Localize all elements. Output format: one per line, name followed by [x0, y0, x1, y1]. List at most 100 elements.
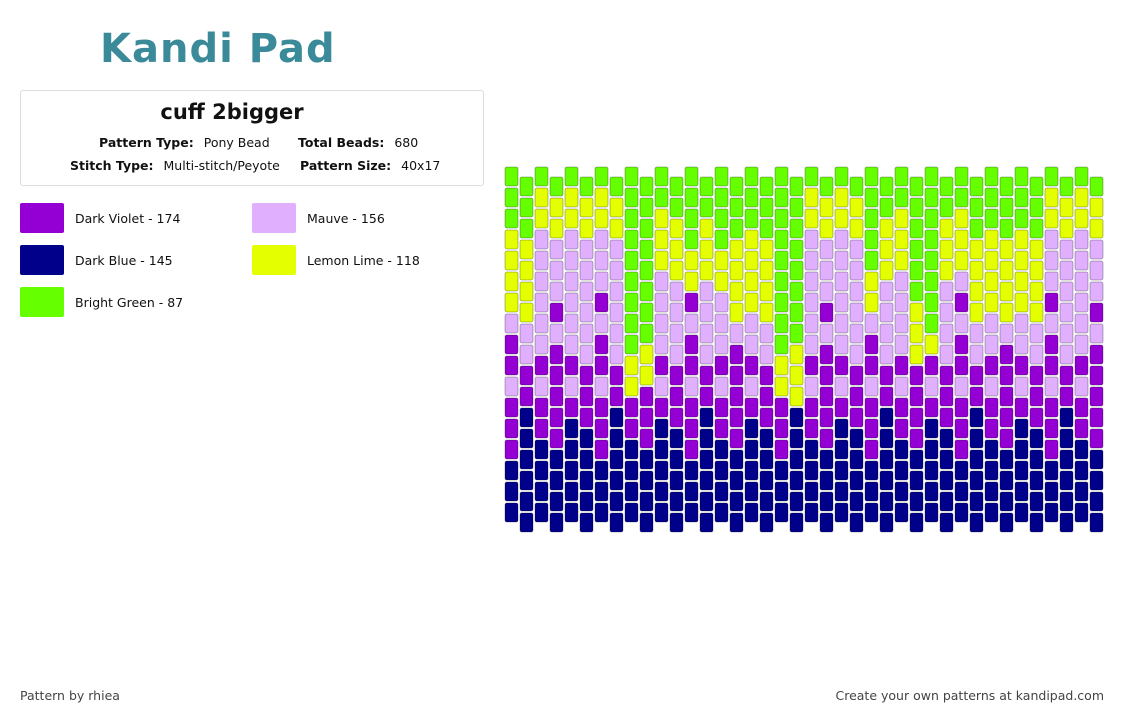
- bead: [909, 344, 924, 365]
- bead: [804, 334, 819, 355]
- bead: [624, 355, 639, 376]
- bead: [684, 229, 699, 250]
- bead: [669, 428, 684, 449]
- bead: [969, 428, 984, 449]
- bead: [624, 313, 639, 334]
- bead: [1089, 176, 1104, 197]
- bead: [1014, 292, 1029, 313]
- bead: [789, 449, 804, 470]
- bead: [879, 323, 894, 344]
- bead: [849, 512, 864, 533]
- bead: [699, 470, 714, 491]
- bead: [924, 250, 939, 271]
- bead: [1089, 344, 1104, 365]
- bead: [684, 313, 699, 334]
- bead: [729, 260, 744, 281]
- bead: [1029, 512, 1044, 533]
- bead: [534, 271, 549, 292]
- bead: [624, 460, 639, 481]
- bead: [954, 166, 969, 187]
- bead: [699, 323, 714, 344]
- bead: [849, 176, 864, 197]
- bead: [504, 229, 519, 250]
- bead: [1044, 187, 1059, 208]
- bead: [1044, 250, 1059, 271]
- bead: [654, 271, 669, 292]
- bead: [669, 449, 684, 470]
- bead: [639, 260, 654, 281]
- bead: [504, 418, 519, 439]
- bead: [654, 229, 669, 250]
- bead: [939, 428, 954, 449]
- bead: [834, 355, 849, 376]
- bead: [504, 292, 519, 313]
- bead: [894, 460, 909, 481]
- bead: [834, 460, 849, 481]
- bead: [639, 386, 654, 407]
- bead: [1074, 208, 1089, 229]
- legend-label: Dark Blue - 145: [75, 253, 173, 268]
- bead: [939, 239, 954, 260]
- bead: [1074, 397, 1089, 418]
- bead: [984, 397, 999, 418]
- bead: [999, 176, 1014, 197]
- bead: [804, 502, 819, 523]
- bead: [1059, 365, 1074, 386]
- bead: [549, 365, 564, 386]
- bead: [654, 250, 669, 271]
- bead: [1044, 334, 1059, 355]
- bead: [579, 491, 594, 512]
- field-value: 680: [394, 135, 419, 150]
- bead: [1074, 271, 1089, 292]
- bead: [729, 344, 744, 365]
- bead: [1029, 176, 1044, 197]
- bead: [714, 355, 729, 376]
- bead: [1014, 334, 1029, 355]
- bead: [789, 323, 804, 344]
- bead: [744, 481, 759, 502]
- bead: [1059, 449, 1074, 470]
- bead: [744, 271, 759, 292]
- bead: [819, 281, 834, 302]
- bead: [864, 502, 879, 523]
- bead: [579, 428, 594, 449]
- bead: [654, 292, 669, 313]
- bead: [969, 260, 984, 281]
- bead: [909, 176, 924, 197]
- bead: [744, 397, 759, 418]
- bead: [789, 260, 804, 281]
- bead: [729, 323, 744, 344]
- bead: [699, 218, 714, 239]
- bead: [594, 355, 609, 376]
- bead: [999, 218, 1014, 239]
- bead: [654, 208, 669, 229]
- bead: [744, 187, 759, 208]
- footer-link[interactable]: Create your own patterns at kandipad.com: [835, 688, 1104, 703]
- bead: [759, 323, 774, 344]
- bead: [879, 428, 894, 449]
- bead: [549, 470, 564, 491]
- bead: [594, 187, 609, 208]
- legend-label: Mauve - 156: [307, 211, 385, 226]
- bead: [1059, 428, 1074, 449]
- bead: [954, 229, 969, 250]
- bead: [954, 250, 969, 271]
- bead: [999, 407, 1014, 428]
- bead: [774, 376, 789, 397]
- bead: [579, 386, 594, 407]
- bead: [624, 271, 639, 292]
- bead: [624, 187, 639, 208]
- bead: [534, 355, 549, 376]
- bead: [669, 197, 684, 218]
- bead: [579, 302, 594, 323]
- bead: [519, 302, 534, 323]
- bead: [609, 512, 624, 533]
- bead: [609, 218, 624, 239]
- bead: [504, 397, 519, 418]
- bead: [699, 197, 714, 218]
- bead: [1059, 176, 1074, 197]
- bead: [654, 166, 669, 187]
- bead: [984, 271, 999, 292]
- bead: [759, 428, 774, 449]
- bead: [564, 460, 579, 481]
